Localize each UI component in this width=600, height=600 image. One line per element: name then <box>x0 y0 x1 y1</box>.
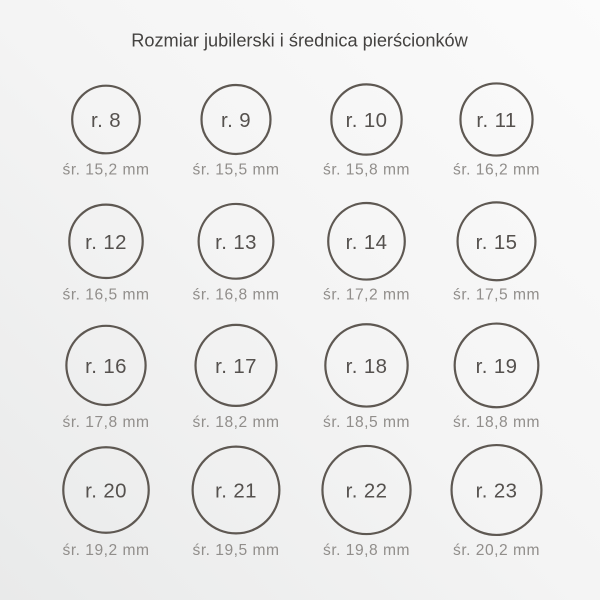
svg-text:r. 23: r. 23 <box>476 481 518 503</box>
svg-text:śr. 19,8 mm: śr. 19,8 mm <box>323 542 410 559</box>
svg-text:r. 21: r. 21 <box>215 481 257 503</box>
svg-text:r. 10: r. 10 <box>346 110 388 132</box>
svg-text:śr. 15,2 mm: śr. 15,2 mm <box>63 161 150 178</box>
svg-text:śr. 18,2 mm: śr. 18,2 mm <box>193 414 280 431</box>
svg-text:r. 9: r. 9 <box>221 110 251 132</box>
svg-text:śr. 15,8 mm: śr. 15,8 mm <box>323 161 410 178</box>
svg-text:śr. 16,8 mm: śr. 16,8 mm <box>193 286 280 303</box>
svg-text:r. 20: r. 20 <box>85 481 127 503</box>
svg-text:śr. 17,8 mm: śr. 17,8 mm <box>63 414 150 431</box>
svg-text:r. 13: r. 13 <box>215 232 257 254</box>
svg-text:r. 17: r. 17 <box>215 356 257 378</box>
svg-text:śr. 20,2 mm: śr. 20,2 mm <box>453 542 540 559</box>
svg-text:śr. 19,2 mm: śr. 19,2 mm <box>63 542 150 559</box>
svg-text:r. 16: r. 16 <box>85 356 127 378</box>
svg-text:śr. 16,5 mm: śr. 16,5 mm <box>63 286 150 303</box>
svg-text:śr. 18,8 mm: śr. 18,8 mm <box>453 414 540 431</box>
svg-text:r. 18: r. 18 <box>346 356 388 378</box>
svg-text:r. 22: r. 22 <box>346 481 388 503</box>
svg-text:śr. 16,2 mm: śr. 16,2 mm <box>453 161 540 178</box>
svg-text:Rozmiar jubilerski i średnica: Rozmiar jubilerski i średnica pierścionk… <box>131 31 468 51</box>
svg-text:śr. 15,5 mm: śr. 15,5 mm <box>193 161 280 178</box>
svg-text:r. 8: r. 8 <box>91 110 121 132</box>
svg-text:śr. 17,5 mm: śr. 17,5 mm <box>453 286 540 303</box>
svg-text:śr. 18,5 mm: śr. 18,5 mm <box>323 414 410 431</box>
svg-text:śr. 19,5 mm: śr. 19,5 mm <box>193 542 280 559</box>
svg-text:r. 14: r. 14 <box>346 232 388 254</box>
svg-text:r. 12: r. 12 <box>85 232 127 254</box>
svg-text:r. 15: r. 15 <box>476 232 518 254</box>
svg-text:śr. 17,2 mm: śr. 17,2 mm <box>323 286 410 303</box>
svg-text:r. 11: r. 11 <box>476 110 516 132</box>
svg-text:r. 19: r. 19 <box>476 356 518 378</box>
